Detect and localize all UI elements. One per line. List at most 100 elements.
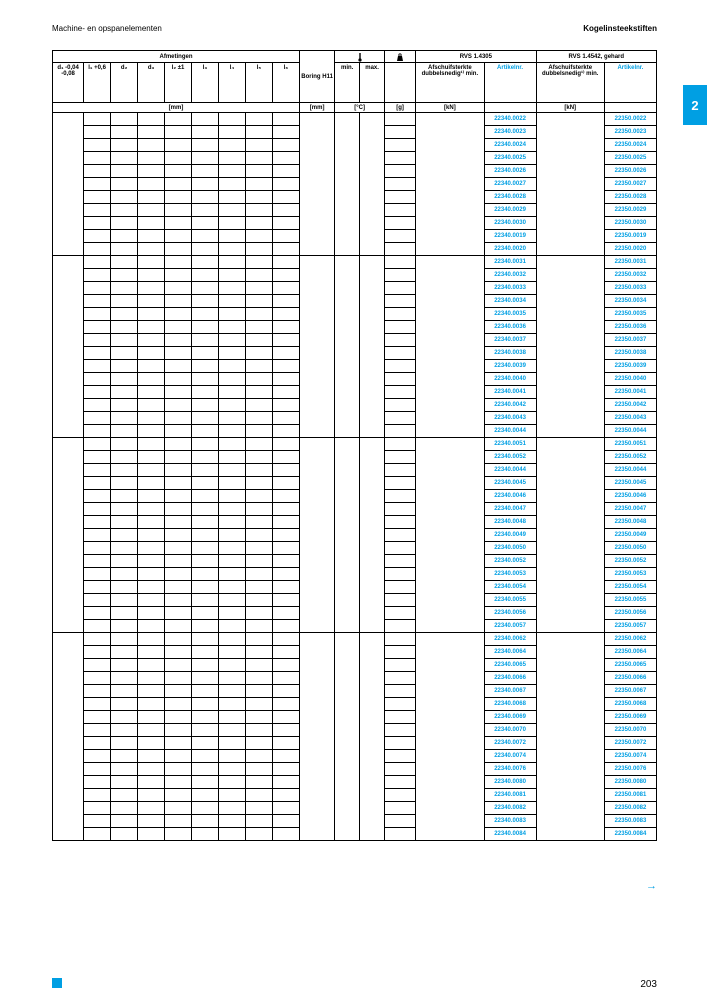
article-link-rvs1[interactable]: 22340.0039 <box>484 360 536 373</box>
article-link-rvs2[interactable]: 22350.0051 <box>604 438 656 451</box>
article-link-rvs1[interactable]: 22340.0044 <box>484 425 536 438</box>
article-link-rvs1[interactable]: 22340.0041 <box>484 386 536 399</box>
article-link-rvs1[interactable]: 22340.0029 <box>484 204 536 217</box>
article-link-rvs1[interactable]: 22340.0049 <box>484 529 536 542</box>
article-link-rvs2[interactable]: 22350.0080 <box>604 776 656 789</box>
article-link-rvs2[interactable]: 22350.0052 <box>604 451 656 464</box>
article-link-rvs2[interactable]: 22350.0050 <box>604 542 656 555</box>
article-link-rvs2[interactable]: 22350.0033 <box>604 282 656 295</box>
article-link-rvs1[interactable]: 22340.0036 <box>484 321 536 334</box>
article-link-rvs1[interactable]: 22340.0054 <box>484 581 536 594</box>
article-link-rvs2[interactable]: 22350.0037 <box>604 334 656 347</box>
article-link-rvs1[interactable]: 22340.0023 <box>484 126 536 139</box>
article-link-rvs2[interactable]: 22350.0041 <box>604 386 656 399</box>
article-link-rvs1[interactable]: 22340.0031 <box>484 256 536 269</box>
article-link-rvs1[interactable]: 22340.0070 <box>484 724 536 737</box>
article-link-rvs2[interactable]: 22350.0074 <box>604 750 656 763</box>
article-link-rvs2[interactable]: 22350.0039 <box>604 360 656 373</box>
article-link-rvs1[interactable]: 22340.0057 <box>484 620 536 633</box>
article-link-rvs2[interactable]: 22350.0042 <box>604 399 656 412</box>
article-link-rvs2[interactable]: 22350.0027 <box>604 178 656 191</box>
article-link-rvs1[interactable]: 22340.0038 <box>484 347 536 360</box>
article-link-rvs2[interactable]: 22350.0034 <box>604 295 656 308</box>
article-link-rvs1[interactable]: 22340.0040 <box>484 373 536 386</box>
article-link-rvs2[interactable]: 22350.0029 <box>604 204 656 217</box>
article-link-rvs2[interactable]: 22350.0030 <box>604 217 656 230</box>
article-link-rvs1[interactable]: 22340.0034 <box>484 295 536 308</box>
article-link-rvs1[interactable]: 22340.0027 <box>484 178 536 191</box>
article-link-rvs1[interactable]: 22340.0055 <box>484 594 536 607</box>
article-link-rvs2[interactable]: 22350.0022 <box>604 113 656 126</box>
article-link-rvs1[interactable]: 22340.0065 <box>484 659 536 672</box>
article-link-rvs2[interactable]: 22350.0047 <box>604 503 656 516</box>
article-link-rvs1[interactable]: 22340.0048 <box>484 516 536 529</box>
article-link-rvs2[interactable]: 22350.0044 <box>604 464 656 477</box>
article-link-rvs2[interactable]: 22350.0068 <box>604 698 656 711</box>
article-link-rvs2[interactable]: 22350.0038 <box>604 347 656 360</box>
article-link-rvs1[interactable]: 22340.0052 <box>484 451 536 464</box>
article-link-rvs1[interactable]: 22340.0024 <box>484 139 536 152</box>
article-link-rvs2[interactable]: 22350.0055 <box>604 594 656 607</box>
article-link-rvs2[interactable]: 22350.0025 <box>604 152 656 165</box>
article-link-rvs2[interactable]: 22350.0032 <box>604 269 656 282</box>
article-link-rvs2[interactable]: 22350.0052 <box>604 555 656 568</box>
article-link-rvs2[interactable]: 22350.0026 <box>604 165 656 178</box>
article-link-rvs2[interactable]: 22350.0062 <box>604 633 656 646</box>
article-link-rvs2[interactable]: 22350.0043 <box>604 412 656 425</box>
article-link-rvs2[interactable]: 22350.0083 <box>604 815 656 828</box>
article-link-rvs2[interactable]: 22350.0045 <box>604 477 656 490</box>
hdr-artikel2[interactable]: Artikelnr. <box>604 63 656 103</box>
article-link-rvs2[interactable]: 22350.0064 <box>604 646 656 659</box>
article-link-rvs2[interactable]: 22350.0040 <box>604 373 656 386</box>
article-link-rvs1[interactable]: 22340.0064 <box>484 646 536 659</box>
article-link-rvs1[interactable]: 22340.0066 <box>484 672 536 685</box>
article-link-rvs1[interactable]: 22340.0032 <box>484 269 536 282</box>
article-link-rvs2[interactable]: 22350.0048 <box>604 516 656 529</box>
article-link-rvs1[interactable]: 22340.0022 <box>484 113 536 126</box>
article-link-rvs1[interactable]: 22340.0035 <box>484 308 536 321</box>
article-link-rvs1[interactable]: 22340.0019 <box>484 230 536 243</box>
article-link-rvs1[interactable]: 22340.0046 <box>484 490 536 503</box>
article-link-rvs2[interactable]: 22350.0081 <box>604 789 656 802</box>
article-link-rvs1[interactable]: 22340.0047 <box>484 503 536 516</box>
article-link-rvs1[interactable]: 22340.0050 <box>484 542 536 555</box>
article-link-rvs2[interactable]: 22350.0065 <box>604 659 656 672</box>
article-link-rvs1[interactable]: 22340.0020 <box>484 243 536 256</box>
article-link-rvs2[interactable]: 22350.0019 <box>604 230 656 243</box>
article-link-rvs1[interactable]: 22340.0067 <box>484 685 536 698</box>
article-link-rvs2[interactable]: 22350.0053 <box>604 568 656 581</box>
article-link-rvs2[interactable]: 22350.0084 <box>604 828 656 841</box>
article-link-rvs2[interactable]: 22350.0046 <box>604 490 656 503</box>
article-link-rvs2[interactable]: 22350.0070 <box>604 724 656 737</box>
article-link-rvs2[interactable]: 22350.0020 <box>604 243 656 256</box>
article-link-rvs1[interactable]: 22340.0069 <box>484 711 536 724</box>
article-link-rvs1[interactable]: 22340.0068 <box>484 698 536 711</box>
article-link-rvs1[interactable]: 22340.0042 <box>484 399 536 412</box>
article-link-rvs2[interactable]: 22350.0076 <box>604 763 656 776</box>
article-link-rvs1[interactable]: 22340.0052 <box>484 555 536 568</box>
article-link-rvs2[interactable]: 22350.0023 <box>604 126 656 139</box>
article-link-rvs2[interactable]: 22350.0067 <box>604 685 656 698</box>
article-link-rvs1[interactable]: 22340.0084 <box>484 828 536 841</box>
article-link-rvs1[interactable]: 22340.0025 <box>484 152 536 165</box>
article-link-rvs1[interactable]: 22340.0030 <box>484 217 536 230</box>
article-link-rvs2[interactable]: 22350.0044 <box>604 425 656 438</box>
article-link-rvs2[interactable]: 22350.0028 <box>604 191 656 204</box>
article-link-rvs2[interactable]: 22350.0069 <box>604 711 656 724</box>
article-link-rvs2[interactable]: 22350.0066 <box>604 672 656 685</box>
article-link-rvs1[interactable]: 22340.0082 <box>484 802 536 815</box>
article-link-rvs1[interactable]: 22340.0026 <box>484 165 536 178</box>
article-link-rvs1[interactable]: 22340.0056 <box>484 607 536 620</box>
article-link-rvs2[interactable]: 22350.0024 <box>604 139 656 152</box>
article-link-rvs1[interactable]: 22340.0045 <box>484 477 536 490</box>
article-link-rvs1[interactable]: 22340.0043 <box>484 412 536 425</box>
article-link-rvs1[interactable]: 22340.0053 <box>484 568 536 581</box>
article-link-rvs1[interactable]: 22340.0044 <box>484 464 536 477</box>
article-link-rvs1[interactable]: 22340.0081 <box>484 789 536 802</box>
hdr-artikel1[interactable]: Artikelnr. <box>484 63 536 103</box>
article-link-rvs1[interactable]: 22340.0051 <box>484 438 536 451</box>
article-link-rvs1[interactable]: 22340.0076 <box>484 763 536 776</box>
article-link-rvs1[interactable]: 22340.0033 <box>484 282 536 295</box>
article-link-rvs1[interactable]: 22340.0037 <box>484 334 536 347</box>
article-link-rvs2[interactable]: 22350.0072 <box>604 737 656 750</box>
